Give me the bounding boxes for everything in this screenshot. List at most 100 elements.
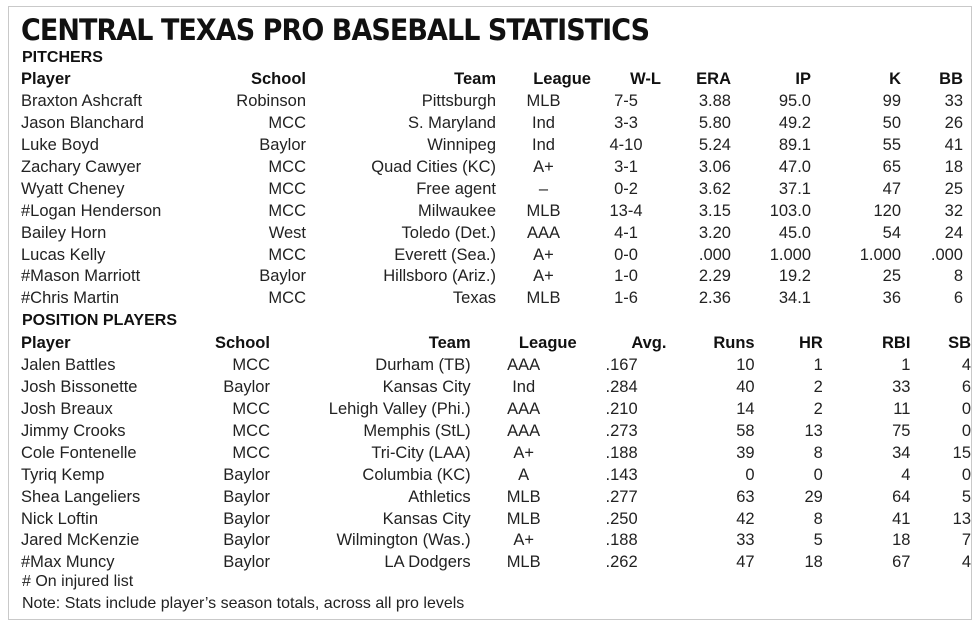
col-header-league: League — [533, 70, 591, 89]
cell-stat2: 58 — [736, 422, 755, 440]
cell-stat3: 2 — [813, 378, 823, 397]
cell-stat1: 3-1 — [614, 158, 638, 176]
table-row: Braxton Ashcraft Robinson Pittsburgh MLB 7-5… — [21, 91, 963, 113]
cell-stat5: 8 — [953, 267, 963, 286]
col-header-school: School — [214, 334, 270, 353]
injured-list-footnote: # On injured list — [22, 573, 134, 590]
cell-player: Cole Fontenelle — [21, 443, 137, 462]
col-header-team: Team — [428, 334, 471, 353]
cell-player: #Max Muncy — [21, 553, 115, 572]
cell-player: Shea Langeliers — [21, 487, 141, 506]
position-players-table: Player School Team League Avg. Runs HR R… — [21, 333, 971, 574]
cell-school: MCC — [232, 356, 270, 375]
cell-stat5: 6 — [953, 289, 963, 308]
table-row: Luke Boyd Baylor Winnipeg Ind 4-10 5.24 89.1 55… — [21, 135, 963, 157]
cell-stat5: 4 — [961, 553, 971, 572]
cell-stat2: 40 — [736, 378, 755, 397]
col-header-league: League — [518, 334, 577, 353]
cell-player: Josh Breaux — [21, 400, 113, 419]
cell-stat2: 14 — [736, 400, 755, 419]
cell-stat5: 25 — [944, 179, 963, 198]
cell-stat2: 33 — [736, 531, 755, 550]
cell-school: MCC — [268, 245, 306, 264]
col-header-ip: IP — [795, 70, 811, 89]
cell-stat1: .250 — [605, 509, 638, 528]
cell-stat3: 19.2 — [778, 267, 811, 286]
cell-player: Luke Boyd — [21, 136, 99, 155]
cell-league: A+ — [533, 158, 554, 176]
table-row: Josh Bissonette Baylor Kansas City Ind .284 4… — [21, 377, 971, 399]
cell-stat4: 47 — [882, 179, 901, 198]
cell-stat4: 34 — [892, 443, 911, 462]
cell-stat5: 0 — [961, 400, 971, 419]
col-header-hr: HR — [798, 334, 823, 353]
cell-stat4: 36 — [882, 289, 901, 308]
cell-stat3: 0 — [813, 465, 823, 484]
col-header-school: School — [250, 70, 306, 89]
cell-stat3: 37.1 — [778, 179, 811, 198]
table-row: Wyatt Cheney MCC Free agent – 0-2 3.62 37.1 47 2… — [21, 178, 963, 200]
pitchers-header-row: Player School Team League W-L ERA IP K B… — [21, 69, 963, 91]
cell-stat3: 45.0 — [778, 223, 811, 242]
cell-stat2: 3.06 — [698, 158, 731, 176]
cell-player: Zachary Cawyer — [21, 158, 142, 176]
cell-stat4: 75 — [892, 422, 911, 440]
col-header-k: K — [889, 70, 901, 89]
cell-school: MCC — [268, 114, 306, 133]
cell-league: MLB — [526, 289, 561, 308]
cell-stat5: 24 — [944, 223, 963, 242]
cell-stat2: 2.29 — [698, 267, 731, 286]
cell-league: Ind — [532, 114, 555, 133]
table-row: #Logan Henderson MCC Milwaukee MLB 13-4 3.15 1… — [21, 200, 963, 222]
cell-stat5: 41 — [944, 136, 963, 155]
table-row: Nick Loftin Baylor Kansas City MLB .250 42 8 41… — [21, 508, 971, 530]
cell-stat1: 3-3 — [614, 114, 638, 133]
cell-school: West — [268, 223, 306, 242]
cell-stat2: 5.24 — [698, 136, 731, 155]
table-row: Jimmy Crooks MCC Memphis (StL) AAA .273 58 13 7… — [21, 421, 971, 443]
cell-stat3: 1 — [813, 356, 823, 375]
cell-player: Tyriq Kemp — [21, 465, 105, 484]
cell-school: Baylor — [223, 531, 270, 550]
cell-league: MLB — [526, 92, 561, 111]
cell-school: Baylor — [223, 509, 270, 528]
cell-stat4: 41 — [892, 509, 911, 528]
cell-player: Braxton Ashcraft — [21, 92, 143, 111]
col-header-bb: BB — [939, 70, 963, 89]
cell-stat1: .273 — [605, 422, 638, 440]
cell-stat4: 50 — [882, 114, 901, 133]
cell-stat3: 49.2 — [778, 114, 811, 133]
cell-stat2: 39 — [736, 443, 755, 462]
cell-stat2: 42 — [736, 509, 755, 528]
cell-league: AAA — [507, 422, 541, 440]
cell-stat1: 4-1 — [614, 223, 638, 242]
cell-team: Hillsboro (Ariz.) — [383, 267, 496, 286]
cell-stat2: 5.80 — [698, 114, 731, 133]
cell-player: #Mason Marriott — [21, 267, 141, 286]
cell-stat4: 1.000 — [859, 245, 901, 264]
cell-stat2: 63 — [736, 487, 755, 506]
cell-stat3: 8 — [813, 509, 823, 528]
col-header-team: Team — [454, 70, 496, 89]
cell-school: MCC — [268, 289, 306, 308]
cell-stat4: 33 — [892, 378, 911, 397]
col-header-player: Player — [21, 334, 71, 353]
cell-player: Josh Bissonette — [21, 378, 138, 397]
cell-stat4: 25 — [882, 267, 901, 286]
col-header-wl: W-L — [630, 70, 661, 89]
cell-league: Ind — [532, 136, 555, 155]
col-header-avg: Avg. — [631, 334, 667, 353]
cell-stat3: 47.0 — [778, 158, 811, 176]
cell-player: Jared McKenzie — [21, 531, 140, 550]
position-players-section-label: POSITION PLAYERS — [22, 312, 177, 329]
table-row: #Max Muncy Baylor LA Dodgers MLB .262 47 18 67 4 — [21, 552, 971, 574]
cell-stat5: 4 — [961, 356, 971, 375]
cell-player: Nick Loftin — [21, 509, 99, 528]
cell-stat5: 13 — [952, 509, 971, 528]
cell-stat3: 34.1 — [778, 289, 811, 308]
cell-stat2: 3.15 — [698, 201, 731, 220]
pitchers-section-label: PITCHERS — [22, 49, 103, 66]
table-row: #Mason Marriott Baylor Hillsboro (Ariz.) A+… — [21, 266, 963, 288]
cell-school: Baylor — [223, 465, 270, 484]
cell-league: MLB — [506, 509, 541, 528]
